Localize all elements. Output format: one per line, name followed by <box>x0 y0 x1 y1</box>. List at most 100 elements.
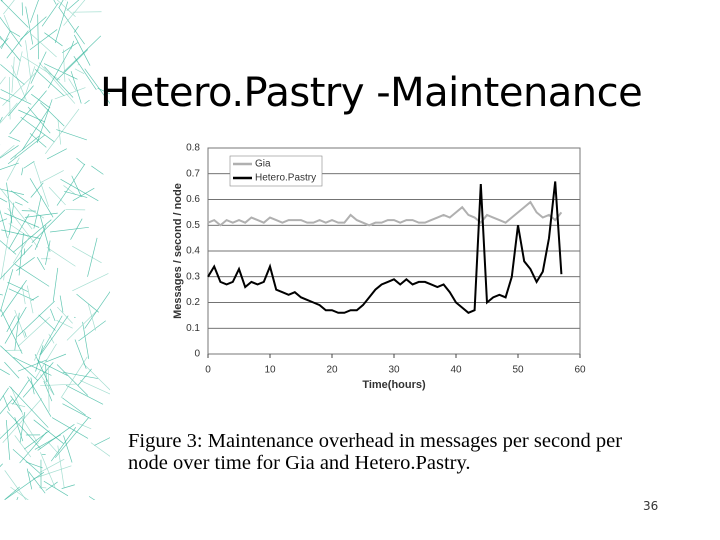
network-link <box>21 417 39 445</box>
network-link <box>26 468 33 490</box>
y-tick-label: 0.7 <box>186 168 200 179</box>
network-link <box>70 71 82 104</box>
network-link <box>0 240 17 255</box>
network-link <box>44 66 74 98</box>
network-link <box>47 48 71 89</box>
network-link <box>17 316 51 347</box>
network-link <box>21 108 49 151</box>
network-link <box>87 237 98 277</box>
network-link <box>8 136 21 142</box>
network-link <box>0 368 10 375</box>
network-link <box>6 411 41 449</box>
network-link <box>7 281 29 292</box>
network-link <box>7 134 45 165</box>
network-link <box>0 209 8 239</box>
network-link <box>9 30 21 37</box>
network-link <box>40 170 64 184</box>
network-link <box>0 463 3 468</box>
network-link <box>0 38 9 49</box>
network-decoration <box>0 0 110 500</box>
network-link <box>9 90 47 135</box>
network-link <box>39 315 63 356</box>
network-link <box>37 14 39 60</box>
network-link <box>70 40 75 50</box>
network-link <box>21 285 26 305</box>
network-link <box>2 398 43 444</box>
network-link <box>40 315 69 355</box>
network-link <box>14 435 32 458</box>
network-link <box>25 6 34 45</box>
network-link <box>48 186 66 206</box>
legend-box <box>229 155 323 187</box>
network-link <box>0 31 11 50</box>
y-tick-label: 0.5 <box>186 220 200 231</box>
network-link <box>4 471 45 500</box>
network-link <box>0 187 33 230</box>
network-link <box>0 269 14 312</box>
network-link <box>0 64 25 85</box>
data-line <box>207 181 563 314</box>
network-link <box>10 135 40 160</box>
network-link <box>87 303 96 331</box>
x-tick-label: 60 <box>574 365 586 376</box>
network-link <box>21 167 24 176</box>
network-link <box>47 367 50 412</box>
network-link <box>33 419 64 444</box>
page-number: 36 <box>643 499 659 513</box>
network-link <box>73 34 91 66</box>
network-link <box>0 279 27 317</box>
network-link <box>68 78 77 91</box>
network-link <box>8 223 29 238</box>
network-link <box>0 188 25 195</box>
network-link <box>45 481 58 491</box>
network-link <box>36 99 53 144</box>
network-link <box>3 14 11 32</box>
network-link <box>6 182 13 224</box>
network-link <box>19 431 47 464</box>
network-link <box>24 331 27 337</box>
network-link <box>62 371 98 379</box>
chart: 0 0.1 0.2 0.3 0.4 0.5 0.6 0.7 0.8 0 10 20 30 40 50 60 Ti… <box>172 143 586 391</box>
network-link <box>4 306 27 344</box>
y-tick-label: 0.6 <box>186 194 200 205</box>
network-link <box>37 424 75 451</box>
network-link <box>83 363 110 391</box>
network-link <box>34 225 47 250</box>
network-link <box>16 256 35 271</box>
network-link <box>0 102 18 124</box>
network-link <box>11 65 27 101</box>
network-link <box>0 0 29 28</box>
network-link <box>66 311 97 341</box>
y-tick-label: 0 <box>194 349 200 360</box>
network-link <box>31 209 66 244</box>
network-link <box>74 68 85 74</box>
network-link <box>61 42 78 54</box>
network-link <box>0 145 19 159</box>
network-link <box>84 99 90 105</box>
y-tick-label: 0.1 <box>186 323 200 334</box>
network-link <box>27 106 51 134</box>
network-link <box>0 16 22 47</box>
network-link <box>14 263 50 287</box>
network-link <box>29 133 47 148</box>
y-axis-label: Messages / second / node <box>172 183 184 319</box>
network-link <box>90 442 110 457</box>
legend-label: Gia <box>255 159 271 170</box>
x-axis-label: Time(hours) <box>362 379 426 391</box>
network-link <box>60 356 88 399</box>
network-link <box>45 353 67 363</box>
network-link <box>12 219 52 253</box>
network-link <box>40 102 65 127</box>
network-link <box>62 403 92 420</box>
network-link <box>76 422 92 430</box>
network-link <box>40 452 56 488</box>
network-link <box>74 339 87 369</box>
network-link <box>0 162 19 171</box>
network-link <box>76 157 85 166</box>
network-link <box>44 32 63 47</box>
network-link <box>14 201 23 206</box>
network-link <box>46 148 67 160</box>
network-link <box>59 295 64 313</box>
network-link <box>65 385 104 405</box>
x-tick-label: 10 <box>264 365 276 376</box>
